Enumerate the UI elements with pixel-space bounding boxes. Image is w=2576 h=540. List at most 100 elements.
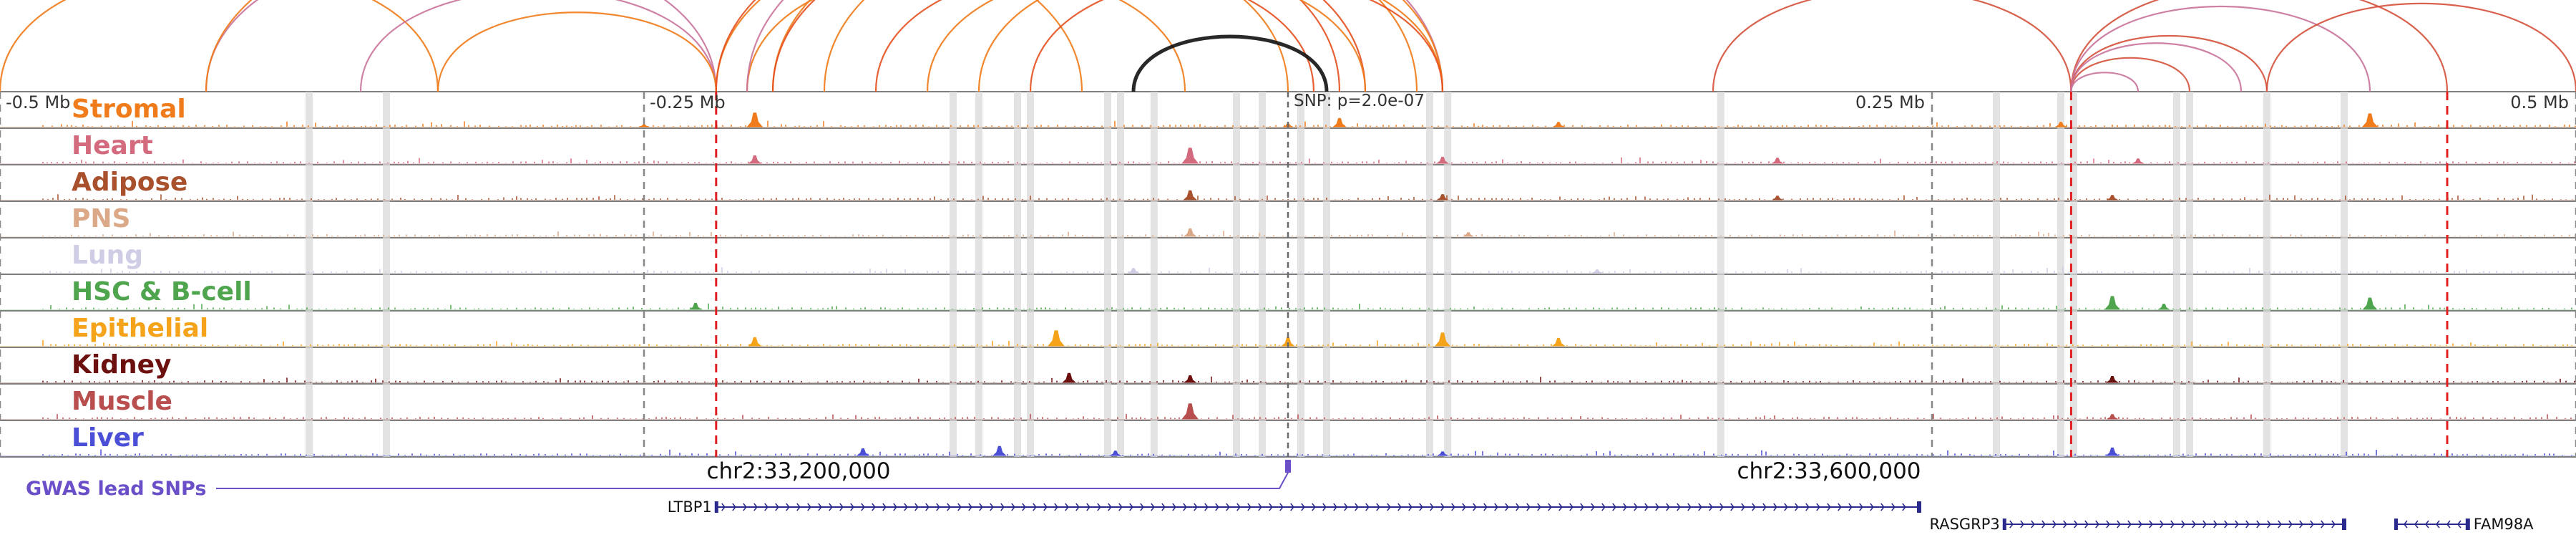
peak-pns-1 xyxy=(1463,232,1474,237)
gwas-leader-line xyxy=(216,472,1289,489)
peak-stromal-3 xyxy=(1332,117,1347,127)
peak-kidney-0 xyxy=(1062,372,1076,383)
gene-label-fam98a: FAM98A xyxy=(2474,516,2534,533)
highlight-column-16 xyxy=(1993,92,2000,457)
interaction-loop-2 xyxy=(359,0,717,92)
track-label-pns: PNS xyxy=(72,204,130,233)
genomic-coordinate-label-1: chr2:33,600,000 xyxy=(1737,458,1921,484)
peak-stromal-0 xyxy=(639,124,649,127)
gene-strand-arrows-ltbp1 xyxy=(721,503,1906,511)
highlight-column-19 xyxy=(2173,92,2180,457)
peak-liver-4 xyxy=(2105,447,2119,456)
genomic-coordinate-label-0: chr2:33,200,000 xyxy=(706,458,890,484)
track-label-lung: Lung xyxy=(72,241,143,270)
track-label-kidney: Kidney xyxy=(72,350,172,380)
peak-epithelial-3 xyxy=(1434,332,1451,347)
highlight-column-7 xyxy=(1117,92,1124,457)
track-label-adipose: Adipose xyxy=(72,168,187,197)
interaction-loop-16 xyxy=(1131,34,1329,92)
track-noise-pns xyxy=(42,230,2576,236)
interaction-loop-13 xyxy=(926,0,1367,92)
highlight-column-17 xyxy=(2057,92,2064,457)
highlight-column-9 xyxy=(1233,92,1240,457)
gwas-snp-marker xyxy=(1285,460,1291,473)
interaction-loop-14 xyxy=(977,0,1444,92)
interaction-loop-15 xyxy=(1029,0,1444,92)
interaction-loop-8 xyxy=(771,0,1367,92)
gene-start-exon-rasgrp3 xyxy=(2002,519,2006,530)
highlight-column-12 xyxy=(1323,92,1330,457)
peak-liver-0 xyxy=(856,448,870,456)
axis-tick-label-1: -0.25 Mb xyxy=(650,92,726,112)
track-noise-kidney xyxy=(42,376,2575,382)
peak-epithelial-2 xyxy=(1281,337,1295,347)
track-noise-heart xyxy=(42,157,2575,163)
track-noise-adipose xyxy=(42,194,2573,200)
peak-adipose-1 xyxy=(1436,194,1449,201)
peak-muscle-0 xyxy=(1181,403,1199,420)
highlight-column-21 xyxy=(2263,92,2270,457)
highlight-column-5 xyxy=(1027,92,1034,457)
gene-end-exon-ltbp1 xyxy=(1917,501,1921,513)
peak-kidney-1 xyxy=(1184,375,1197,383)
gwas-track-label: GWAS lead SNPs xyxy=(26,478,206,500)
peak-liver-2 xyxy=(1109,450,1121,456)
gene-strand-arrows-rasgrp3 xyxy=(2009,520,2336,529)
peak-epithelial-0 xyxy=(748,337,762,347)
axis-tick-label-0: -0.5 Mb xyxy=(6,92,70,112)
interaction-loop-7 xyxy=(771,0,1418,92)
highlight-column-18 xyxy=(2070,92,2077,457)
track-labels: Stromal Heart Adipose PNS Lung HSC & B-cell Ep… xyxy=(6,92,2569,453)
interaction-loop-5 xyxy=(715,0,1289,92)
track-label-epithelial: Epithelial xyxy=(72,314,208,343)
gene-start-exon-fam98a xyxy=(2394,519,2398,530)
interaction-loop-1 xyxy=(205,0,717,92)
track-noise-hsc-b-cell xyxy=(42,303,2572,309)
gene-annotation: GWAS lead SNPs chr2:33,200,000 chr2:33,600… xyxy=(26,458,2534,533)
peak-liver-1 xyxy=(992,445,1007,456)
peak-stromal-4 xyxy=(1553,122,1565,127)
track-label-liver: Liver xyxy=(72,423,144,453)
track-noise-stromal xyxy=(42,120,2576,127)
peak-hsc-b-cell-2 xyxy=(2157,304,2170,310)
peak-heart-0 xyxy=(748,155,762,164)
highlight-column-6 xyxy=(1104,92,1111,457)
axis-tick-label-2: 0.25 Mb xyxy=(1855,92,1925,112)
gene-end-exon-fam98a xyxy=(2465,519,2470,530)
peak-lung-1 xyxy=(1592,269,1602,274)
interaction-loop-0 xyxy=(0,0,439,92)
peak-muscle-1 xyxy=(2107,414,2119,420)
peak-adipose-3 xyxy=(2107,195,2119,201)
highlight-column-2 xyxy=(950,92,957,457)
highlight-column-22 xyxy=(2341,92,2348,457)
interaction-loop-24 xyxy=(2265,2,2576,92)
peak-stromal-6 xyxy=(2361,113,2379,127)
gene-label-rasgrp3: RASGRP3 xyxy=(1929,516,1999,533)
peak-hsc-b-cell-3 xyxy=(2362,297,2378,310)
track-label-heart: Heart xyxy=(72,131,153,160)
peak-adipose-2 xyxy=(1772,196,1783,201)
peak-pns-0 xyxy=(1183,228,1197,237)
track-noise-epithelial xyxy=(42,339,2572,346)
track-label-stromal: Stromal xyxy=(72,95,186,124)
track-label-muscle: Muscle xyxy=(72,387,172,416)
interaction-loop-3 xyxy=(205,0,1083,92)
interaction-loop-21 xyxy=(2070,57,2191,92)
interaction-loop-18 xyxy=(2070,0,2449,92)
track-label-hsc-b-cell: HSC & B-cell xyxy=(72,277,252,307)
peak-adipose-0 xyxy=(1183,190,1198,201)
highlight-column-20 xyxy=(2186,92,2193,457)
peak-epithelial-1 xyxy=(1048,330,1065,347)
track-noise-lung xyxy=(42,266,2576,273)
peak-heart-2 xyxy=(1436,157,1449,164)
interaction-loop-17 xyxy=(1712,0,2072,92)
interaction-loop-19 xyxy=(2070,5,2371,92)
peak-stromal-5 xyxy=(2055,122,2067,127)
interaction-loop-23 xyxy=(2070,42,2243,92)
track-noise-liver xyxy=(42,449,2572,455)
peak-hsc-b-cell-0 xyxy=(689,303,702,310)
highlight-column-3 xyxy=(975,92,982,457)
peak-stromal-1 xyxy=(746,112,763,127)
